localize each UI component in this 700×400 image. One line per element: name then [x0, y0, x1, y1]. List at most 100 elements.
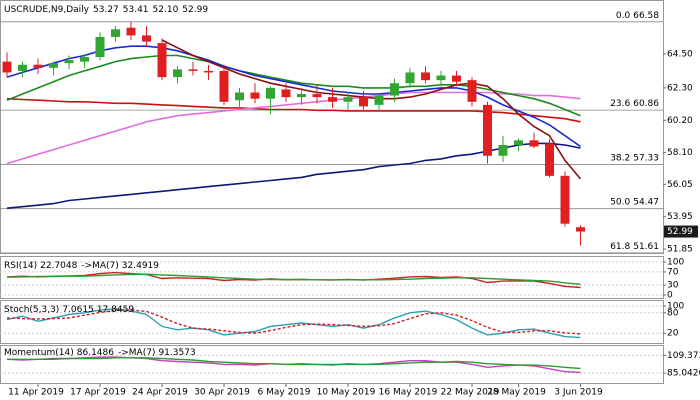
- candle-body: [328, 97, 337, 102]
- indicator-line: [6, 307, 581, 339]
- y-tick-label: 109.3733: [667, 351, 700, 361]
- candle-body: [576, 227, 585, 232]
- candle-body: [343, 97, 353, 102]
- indicator-legend: Stoch(5,3,3) 7.0615 17.8459: [4, 305, 134, 315]
- y-tick-label: 70: [667, 267, 679, 277]
- fib-label: 61.8 51.61: [610, 241, 659, 251]
- indicator-line: [7, 357, 581, 370]
- candle-body: [452, 75, 461, 82]
- candle-body: [483, 104, 492, 156]
- candle-body: [560, 175, 570, 224]
- y-tick-label: 64.50: [667, 49, 693, 59]
- last-price: 52.99: [667, 227, 693, 237]
- indicator-line: [6, 273, 581, 285]
- candle-body: [33, 64, 43, 68]
- symbol-title: USCRUDE,N9,Daily: [4, 5, 90, 15]
- legend-value: 91.3573: [158, 348, 195, 358]
- legend-name: Stoch(5,3,3): [4, 305, 59, 315]
- y-tick-label: 62.30: [667, 83, 693, 93]
- candle-body: [49, 63, 58, 68]
- candle-body: [545, 143, 554, 176]
- fib-ratio: 61.8: [610, 241, 630, 251]
- legend-value: 22.7048: [40, 261, 77, 271]
- fib-label: 50.0 54.47: [610, 197, 659, 207]
- legend-name: RSI(14): [4, 261, 37, 271]
- fib-ratio: 23.6: [610, 99, 630, 109]
- fib-price: 57.33: [633, 153, 659, 163]
- candle-body: [142, 35, 151, 42]
- fib-label: 38.2 57.33: [610, 153, 659, 163]
- candle-body: [2, 61, 12, 73]
- x-tick-label: 3 Jun 2019: [554, 388, 603, 398]
- x-tick-label: 17 Apr 2019: [70, 388, 126, 398]
- candle-body: [250, 92, 260, 99]
- rsi-panel: [0, 256, 664, 299]
- candle-body: [235, 92, 244, 101]
- candle-body: [421, 72, 430, 81]
- x-tick-label: 11 Apr 2019: [8, 388, 64, 398]
- fib-ratio: 50.0: [610, 197, 630, 207]
- candle-body: [80, 57, 89, 62]
- y-tick-label: 51.85: [667, 245, 693, 255]
- x-tick-label: 6 May 2019: [258, 388, 311, 398]
- y-tick-label: 0: [667, 291, 673, 301]
- candle-body: [436, 75, 446, 81]
- candle-body: [514, 140, 523, 145]
- ohlc-value: 53.41: [123, 5, 149, 15]
- fib-price: 54.47: [633, 197, 659, 207]
- fib-price: 60.86: [633, 99, 659, 109]
- stoch-panel: [0, 300, 664, 344]
- y-tick-label: 60.20: [667, 116, 693, 126]
- candle-body: [390, 83, 399, 96]
- legend-value: 7.0615: [62, 305, 94, 315]
- candle-body: [498, 144, 508, 156]
- candle-body: [467, 80, 477, 102]
- ohlc-value: 53.27: [93, 5, 119, 15]
- candle-body: [529, 140, 539, 147]
- candle-body: [312, 94, 322, 98]
- candle-body: [18, 64, 27, 71]
- fib-price: 66.58: [633, 10, 659, 20]
- candle-body: [359, 97, 368, 107]
- x-tick-label: 30 Apr 2019: [194, 388, 250, 398]
- fib-label: 0.0 66.58: [616, 10, 659, 20]
- moving-average: [6, 91, 581, 165]
- y-tick-label: 80: [667, 308, 679, 318]
- y-tick-label: 53.95: [667, 212, 693, 222]
- x-tick-label: 22 May 2019: [441, 388, 500, 398]
- ohlc-value: 52.99: [182, 5, 208, 15]
- fib-label: 23.6 60.86: [610, 99, 659, 109]
- last-price-box: [664, 225, 698, 238]
- candle-body: [281, 89, 291, 98]
- moving-average: [161, 39, 582, 180]
- x-tick-label: 16 May 2019: [379, 388, 438, 398]
- indicator-line: [6, 309, 581, 335]
- candle-body: [157, 43, 167, 78]
- candle-body: [266, 87, 275, 99]
- legend-value: 17.8459: [97, 305, 134, 315]
- legend-value: 86.1486: [77, 348, 114, 358]
- legend-name: Momentum(14): [4, 348, 74, 358]
- momentum-panel: [0, 345, 664, 384]
- y-tick-label: 100: [667, 302, 684, 312]
- candle-body: [374, 95, 384, 105]
- legend-name: ->MA(7): [118, 348, 155, 358]
- moving-average: [6, 54, 581, 117]
- chart-header: USCRUDE,N9,Daily 53.27 53.41 52.10 52.99: [4, 5, 208, 15]
- indicator-legend: RSI(14) 22.7048 ->MA(7) 32.4919: [4, 261, 159, 271]
- y-tick-label: 20: [667, 329, 679, 339]
- y-tick-label: 85.0426: [667, 369, 700, 379]
- x-tick-label: 28 May 2019: [487, 388, 546, 398]
- indicator-legend: Momentum(14) 86.1486 ->MA(7) 91.3573: [4, 348, 196, 358]
- fib-ratio: 0.0: [616, 10, 631, 20]
- main-panel: [0, 0, 664, 254]
- legend-name: ->MA(7): [81, 261, 118, 271]
- candle-body: [64, 60, 74, 64]
- fib-price: 51.61: [633, 241, 659, 251]
- y-tick-label: 58.10: [667, 148, 693, 158]
- candle-body: [405, 72, 415, 84]
- candle-body: [204, 70, 213, 73]
- candle-body: [111, 29, 120, 37]
